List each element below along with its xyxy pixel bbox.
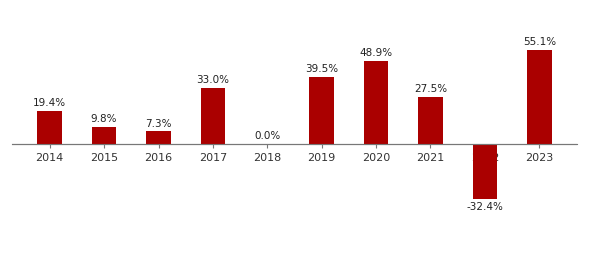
Text: 27.5%: 27.5% xyxy=(414,84,447,94)
Text: 39.5%: 39.5% xyxy=(305,64,338,74)
Bar xyxy=(92,127,117,144)
Bar xyxy=(418,97,443,144)
Bar xyxy=(309,77,334,144)
Text: -32.4%: -32.4% xyxy=(466,201,504,211)
Bar xyxy=(146,131,171,144)
Text: 19.4%: 19.4% xyxy=(33,98,67,108)
Text: 55.1%: 55.1% xyxy=(522,37,556,47)
Text: 48.9%: 48.9% xyxy=(359,48,393,58)
Bar xyxy=(527,50,551,144)
Text: 9.8%: 9.8% xyxy=(91,114,117,124)
Text: 0.0%: 0.0% xyxy=(254,131,280,141)
Text: 7.3%: 7.3% xyxy=(145,119,172,129)
Bar xyxy=(472,144,497,199)
Text: 33.0%: 33.0% xyxy=(196,75,229,85)
Bar xyxy=(364,61,388,144)
Bar xyxy=(38,111,62,144)
Bar xyxy=(201,88,225,144)
